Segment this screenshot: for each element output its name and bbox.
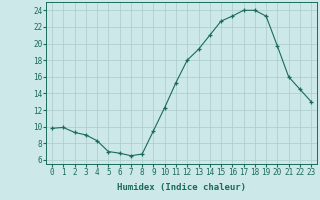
X-axis label: Humidex (Indice chaleur): Humidex (Indice chaleur) bbox=[117, 183, 246, 192]
